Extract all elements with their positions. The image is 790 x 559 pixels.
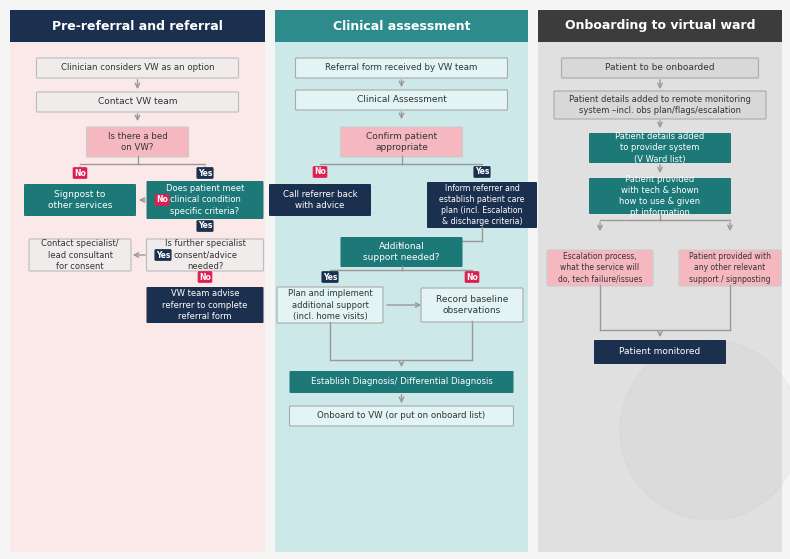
Bar [538,10,782,42]
FancyBboxPatch shape [269,184,371,216]
Text: Yes: Yes [323,272,337,282]
FancyBboxPatch shape [340,237,462,267]
Bar [275,10,528,42]
Text: Inform referrer and
establish patient care
plan (incl. Escalation
& discharge cr: Inform referrer and establish patient ca… [439,184,525,226]
FancyBboxPatch shape [589,178,731,214]
Text: Additional
support needed?: Additional support needed? [363,242,440,262]
Text: Contact specialist/
lead consultant
for consent: Contact specialist/ lead consultant for … [41,239,118,271]
Text: No: No [74,168,86,178]
Text: Escalation process,
what the service will
do, tech failure/issues: Escalation process, what the service wil… [558,253,642,283]
FancyBboxPatch shape [86,127,189,157]
FancyBboxPatch shape [562,58,758,78]
Text: Clinical Assessment: Clinical Assessment [356,96,446,105]
FancyBboxPatch shape [36,92,239,112]
Text: Patient provided with
any other relevant
support / signposting: Patient provided with any other relevant… [689,253,771,283]
FancyBboxPatch shape [554,91,766,119]
FancyBboxPatch shape [289,406,514,426]
Text: Yes: Yes [198,221,213,230]
FancyBboxPatch shape [146,287,264,323]
Text: No: No [199,272,211,282]
Text: Referral form received by VW team: Referral form received by VW team [325,64,478,73]
FancyBboxPatch shape [421,288,523,322]
Bar [275,42,528,552]
Text: Plan and implement
additional support
(incl. home visits): Plan and implement additional support (i… [288,290,372,321]
Text: No: No [314,168,326,177]
Text: Establish Diagnosis/ Differential Diagnosis: Establish Diagnosis/ Differential Diagno… [310,377,492,386]
FancyBboxPatch shape [594,340,726,364]
FancyBboxPatch shape [679,250,781,286]
FancyBboxPatch shape [146,239,264,271]
FancyBboxPatch shape [589,133,731,163]
Text: Is there a bed
on VW?: Is there a bed on VW? [107,132,167,152]
Text: Pre-referral and referral: Pre-referral and referral [52,20,223,32]
Text: Contact VW team: Contact VW team [98,97,177,107]
Bar [538,42,782,552]
Text: Onboarding to virtual ward: Onboarding to virtual ward [565,20,755,32]
Text: Confirm patient
appropriate: Confirm patient appropriate [366,132,437,152]
Text: Is further specialist
consent/advice
needed?: Is further specialist consent/advice nee… [164,239,246,271]
Text: Patient to be onboarded: Patient to be onboarded [605,64,715,73]
FancyBboxPatch shape [295,90,507,110]
Text: Clinician considers VW as an option: Clinician considers VW as an option [61,64,214,73]
Text: Signpost to
other services: Signpost to other services [48,190,112,210]
Text: Record baseline
observations: Record baseline observations [436,295,508,315]
FancyBboxPatch shape [24,184,136,216]
Text: No: No [156,196,168,205]
Text: Patient details added to remote monitoring
system –incl. obs plan/flags/escalati: Patient details added to remote monitori… [569,95,751,115]
FancyBboxPatch shape [295,58,507,78]
FancyBboxPatch shape [36,58,239,78]
Text: Call referrer back
with advice: Call referrer back with advice [283,190,357,210]
FancyBboxPatch shape [289,371,514,393]
Bar [10,42,265,552]
Text: Yes: Yes [198,168,213,178]
Circle shape [620,340,790,520]
Bar [10,10,265,42]
Text: No: No [466,272,478,282]
Text: Patient provided
with tech & shown
how to use & given
pt information: Patient provided with tech & shown how t… [619,175,701,217]
FancyBboxPatch shape [146,181,264,219]
FancyBboxPatch shape [427,182,537,228]
FancyBboxPatch shape [340,127,462,157]
Text: Clinical assessment: Clinical assessment [333,20,470,32]
FancyBboxPatch shape [29,239,131,271]
Text: Patient details added
to provider system
(V Ward list): Patient details added to provider system… [615,132,705,164]
Text: Yes: Yes [475,168,489,177]
FancyBboxPatch shape [277,287,383,323]
Text: Patient monitored: Patient monitored [619,348,701,357]
Text: Onboard to VW (or put on onboard list): Onboard to VW (or put on onboard list) [318,411,486,420]
FancyBboxPatch shape [547,250,653,286]
Text: Yes: Yes [156,250,170,259]
Text: Does patient meet
clinical condition
specific criteria?: Does patient meet clinical condition spe… [166,184,244,216]
Text: VW team advise
referrer to complete
referral form: VW team advise referrer to complete refe… [162,290,248,321]
